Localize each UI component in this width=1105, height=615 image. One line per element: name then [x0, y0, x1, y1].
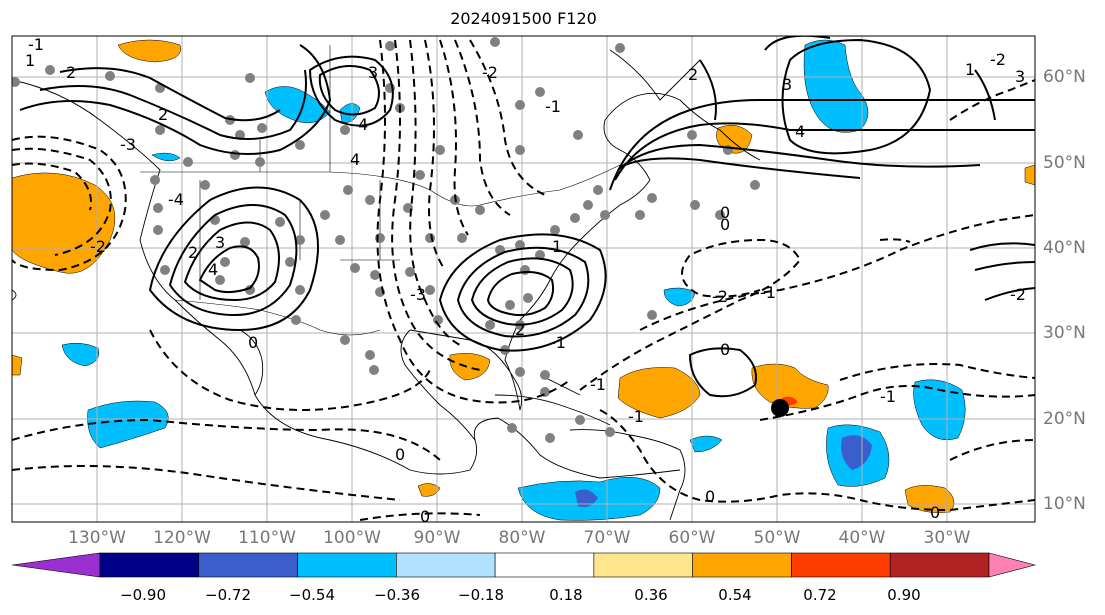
lon-label: 70°W — [583, 528, 631, 548]
lon-label: 40°W — [838, 528, 886, 548]
contour-label: 3 — [782, 75, 792, 94]
colorbar-tick-label: −0.18 — [458, 586, 504, 604]
colorbar-swatch — [692, 552, 792, 578]
lon-label: 30°W — [923, 528, 971, 548]
contour-label: 2 — [158, 105, 168, 124]
colorbar-swatch — [494, 552, 595, 578]
contour-label: 4 — [795, 122, 805, 141]
contour-label: 1 — [552, 237, 562, 256]
contour-label: 4 — [350, 150, 360, 169]
lat-label: 20°N — [1043, 409, 1086, 429]
contour-label: 2 — [515, 320, 525, 339]
contour-label: -1 — [28, 35, 44, 54]
contour-label: -1 — [880, 387, 896, 406]
colorbar-swatch — [99, 552, 200, 578]
colorbar-tick-label: 0.72 — [803, 586, 837, 604]
contour-label: -2 — [990, 50, 1006, 69]
contour-label: 4 — [208, 260, 218, 279]
contour-label: 0 — [248, 333, 258, 352]
contour-label: 4 — [358, 115, 368, 134]
colorbar — [11, 552, 1037, 578]
contour-label: -2 — [90, 237, 106, 256]
contour-label: 0 — [930, 503, 940, 522]
lat-label: 60°N — [1043, 67, 1086, 87]
contour-label: 0 — [705, 487, 715, 506]
lon-label: 50°W — [753, 528, 801, 548]
strong-negative-shading — [575, 435, 872, 507]
colorbar-tick-label: 0.90 — [887, 586, 921, 604]
colorbar-swatch — [297, 552, 397, 578]
coastlines — [12, 49, 761, 521]
colorbar-swatch — [889, 552, 990, 578]
contour-label: -3 — [120, 135, 136, 154]
contour-label: 3 — [215, 233, 225, 252]
contour-label: 0 — [395, 445, 405, 464]
contour-label: 0 — [720, 215, 730, 234]
lon-label: 100°W — [323, 528, 381, 548]
colorbar-tick-label: −0.54 — [289, 586, 335, 604]
contour-label: 0 — [720, 203, 730, 222]
contour-label: -1 — [545, 97, 561, 116]
map-title: 2024091500 F120 — [450, 9, 597, 28]
contour-label: 1 — [965, 60, 975, 79]
lon-label: 120°W — [153, 528, 211, 548]
contour-label: -2 — [1010, 285, 1026, 304]
contour-label: -2 — [482, 63, 498, 82]
contour-label: 1 — [25, 51, 35, 70]
colorbar-tick-label: 0.18 — [549, 586, 583, 604]
lon-label: 60°W — [668, 528, 716, 548]
contour-label: 2 — [188, 243, 198, 262]
lat-label: 40°N — [1043, 238, 1086, 258]
lat-label: 50°N — [1043, 153, 1086, 173]
colorbar-tick-label: −0.36 — [374, 586, 420, 604]
colorbar-swatch — [198, 552, 298, 578]
lon-label: 90°W — [413, 528, 461, 548]
colorbar-swatch — [396, 552, 496, 578]
map-frame — [11, 35, 1036, 523]
colorbar-tick-label: −0.72 — [205, 586, 251, 604]
colorbar-tick-label: 0.54 — [718, 586, 752, 604]
colorbar-swatch — [593, 552, 693, 578]
contour-label: -1 — [590, 375, 606, 394]
contour-label: -1 — [550, 333, 566, 352]
lat-label: 30°N — [1043, 323, 1086, 343]
contour-label: -2 — [712, 287, 728, 306]
lat-label: 10°N — [1043, 494, 1086, 514]
colorbar-extend-low — [11, 552, 101, 578]
positive-contours — [19, 36, 1035, 398]
negative-contours — [12, 39, 1035, 521]
contour-label: 3 — [1015, 67, 1025, 86]
lon-label: 110°W — [238, 528, 296, 548]
contour-labels: -1 1 2 2 3 4 -2 -3 -4 3 4 2 0 0 0 -1 -2 … — [25, 35, 1026, 526]
contour-label: 3 — [368, 63, 378, 82]
contour-label: 0 — [720, 340, 730, 359]
contour-label: -1 — [628, 407, 644, 426]
colorbar-swatch — [791, 552, 891, 578]
positive-shading — [12, 39, 1035, 513]
storm-center-marker — [771, 399, 789, 417]
negative-shading — [61, 39, 966, 521]
contour-label: 2 — [688, 65, 698, 84]
colorbar-extend-high — [988, 552, 1037, 578]
colorbar-tick-label: 0.36 — [634, 586, 668, 604]
contour-label: -3 — [410, 285, 426, 304]
contour-label: 2 — [66, 63, 76, 82]
lon-label: 80°W — [498, 528, 546, 548]
contour-label: 0 — [420, 507, 430, 526]
significance-stipple — [12, 37, 760, 443]
contour-label: -4 — [168, 190, 184, 209]
contour-label: -1 — [760, 283, 776, 302]
lon-label: 130°W — [68, 528, 126, 548]
colorbar-tick-label: −0.90 — [120, 586, 166, 604]
